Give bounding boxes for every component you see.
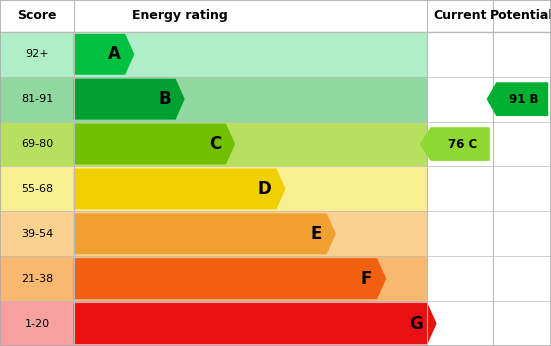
Bar xyxy=(0,166,74,211)
Bar xyxy=(427,211,551,256)
Bar xyxy=(74,32,427,77)
Bar xyxy=(74,166,427,211)
Text: G: G xyxy=(409,315,423,333)
Text: 69-80: 69-80 xyxy=(21,139,53,149)
Polygon shape xyxy=(74,124,234,164)
Text: 76 C: 76 C xyxy=(448,137,477,151)
Bar xyxy=(0,211,74,256)
Text: Score: Score xyxy=(18,9,57,22)
Text: 92+: 92+ xyxy=(25,49,49,59)
Bar xyxy=(0,301,74,346)
Text: 1-20: 1-20 xyxy=(25,319,50,329)
Bar xyxy=(0,32,74,77)
Polygon shape xyxy=(74,214,335,254)
Polygon shape xyxy=(74,169,285,209)
Bar xyxy=(427,256,551,301)
Bar xyxy=(427,301,551,346)
Polygon shape xyxy=(74,304,436,343)
Text: C: C xyxy=(209,135,221,153)
Text: 39-54: 39-54 xyxy=(21,229,53,239)
Bar xyxy=(74,211,427,256)
Text: Energy rating: Energy rating xyxy=(132,9,228,22)
Polygon shape xyxy=(74,79,184,119)
Polygon shape xyxy=(74,35,133,74)
Bar xyxy=(0,256,74,301)
Polygon shape xyxy=(420,128,489,160)
Text: A: A xyxy=(107,45,120,63)
Text: F: F xyxy=(361,270,372,288)
Bar xyxy=(74,256,427,301)
Text: 21-38: 21-38 xyxy=(21,274,53,284)
Text: 55-68: 55-68 xyxy=(21,184,53,194)
Bar xyxy=(427,32,551,77)
Text: B: B xyxy=(158,90,171,108)
Bar xyxy=(427,166,551,211)
Polygon shape xyxy=(488,83,548,115)
Bar xyxy=(74,77,427,121)
Text: 91 B: 91 B xyxy=(509,93,539,106)
Bar xyxy=(0,121,74,166)
Polygon shape xyxy=(74,259,386,299)
Bar xyxy=(74,301,427,346)
Bar xyxy=(0,77,74,121)
Bar xyxy=(427,121,551,166)
Text: 81-91: 81-91 xyxy=(21,94,53,104)
Text: Current: Current xyxy=(433,9,487,22)
Text: E: E xyxy=(310,225,322,243)
Bar xyxy=(74,121,427,166)
Bar xyxy=(427,77,551,121)
Text: D: D xyxy=(258,180,272,198)
Text: Potential: Potential xyxy=(490,9,551,22)
